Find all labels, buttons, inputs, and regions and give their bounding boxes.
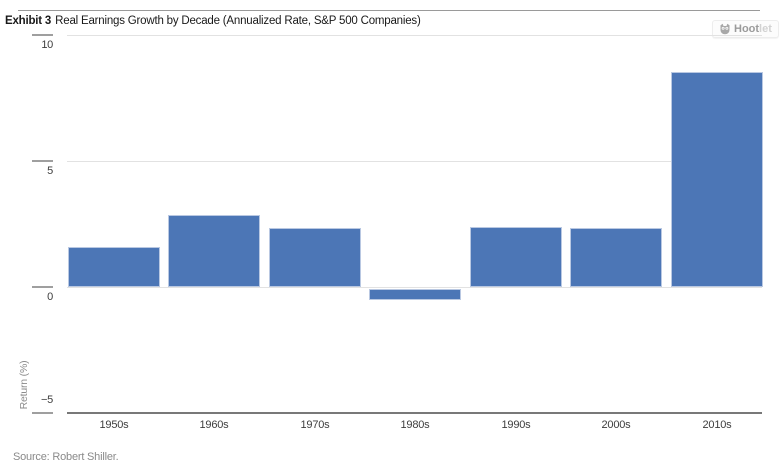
bar-1950s [68, 247, 160, 287]
bar-1980s [369, 289, 461, 300]
y-tick--5 [32, 412, 53, 414]
x-label-1950s: 1950s [99, 419, 129, 431]
bar-1960s [168, 215, 260, 287]
gridline-10 [67, 35, 762, 36]
y-tick-label-10: 10 [41, 39, 53, 51]
gridline-5 [67, 161, 762, 162]
chart-title: Exhibit 3 Real Earnings Growth by Decade … [5, 15, 421, 27]
bar-1990s [470, 227, 562, 287]
x-label-2000s: 2000s [601, 419, 631, 431]
hootlet-label: Hootlet [734, 23, 772, 35]
x-label-1980s: 1980s [400, 419, 430, 431]
gridline-0 [67, 287, 762, 288]
x-label-2010s: 2010s [702, 419, 732, 431]
x-label-1960s: 1960s [199, 419, 229, 431]
y-tick-10 [32, 34, 53, 36]
y-tick-label--5: −5 [41, 394, 53, 406]
y-tick-5 [32, 160, 53, 162]
hootlet-badge[interactable]: Hootlet [712, 20, 779, 38]
bar-1970s [269, 228, 361, 287]
source-note: Source: Robert Shiller. [13, 451, 119, 463]
x-label-1970s: 1970s [300, 419, 330, 431]
y-tick-label-0: 0 [47, 291, 53, 303]
bar-2000s [570, 228, 662, 287]
top-divider [18, 10, 760, 11]
exhibit-label: Exhibit 3 [5, 15, 52, 27]
x-axis-line [67, 412, 762, 414]
bar-2010s [671, 72, 763, 287]
x-label-1990s: 1990s [501, 419, 531, 431]
chart-title-text: Real Earnings Growth by Decade (Annualiz… [55, 15, 421, 27]
y-tick-label-5: 5 [47, 165, 53, 177]
y-tick-0 [32, 286, 53, 288]
hootlet-owl-icon [719, 23, 731, 35]
